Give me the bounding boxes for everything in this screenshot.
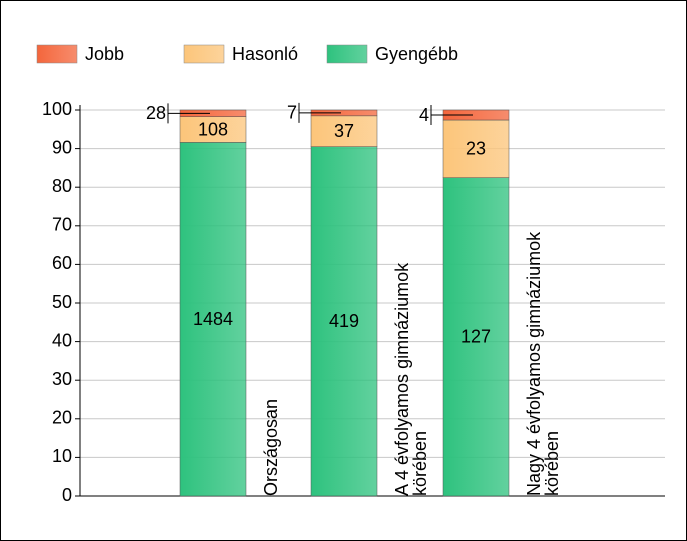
y-tick-label: 30 bbox=[52, 369, 72, 389]
y-tick-label: 60 bbox=[52, 253, 72, 273]
value-label: 23 bbox=[466, 139, 486, 159]
legend-label: Jobb bbox=[85, 44, 124, 64]
legend-label: Hasonló bbox=[232, 44, 298, 64]
bar-segment bbox=[179, 142, 247, 497]
bar-segment bbox=[442, 177, 510, 497]
value-label: 4 bbox=[419, 105, 429, 125]
y-tick-label: 0 bbox=[62, 485, 72, 505]
y-tick-label: 20 bbox=[52, 408, 72, 428]
y-tick-label: 50 bbox=[52, 292, 72, 312]
y-tick-label: 40 bbox=[52, 330, 72, 350]
value-label: 419 bbox=[329, 311, 359, 331]
legend-label: Gyengébb bbox=[375, 44, 458, 64]
value-label: 7 bbox=[287, 103, 297, 123]
x-tick-label: Országosan bbox=[261, 398, 281, 496]
x-tick-label: A 4 évfolyamos gimnáziumok körében bbox=[392, 262, 430, 496]
legend-swatch bbox=[36, 44, 78, 64]
y-tick-label: 80 bbox=[52, 176, 72, 196]
value-label: 28 bbox=[146, 103, 166, 123]
y-tick-label: 90 bbox=[52, 137, 72, 157]
y-tick-label: 70 bbox=[52, 215, 72, 235]
legend-swatch bbox=[326, 44, 368, 64]
bar-segment bbox=[442, 119, 510, 178]
y-tick-label: 100 bbox=[42, 99, 72, 119]
value-label: 108 bbox=[198, 119, 228, 139]
value-label: 127 bbox=[461, 327, 491, 347]
x-tick-label: Nagy 4 évfolyamos gimnáziumok körében bbox=[524, 231, 562, 496]
value-label: 1484 bbox=[193, 309, 233, 329]
legend-swatch bbox=[183, 44, 225, 64]
bar-segment bbox=[310, 146, 378, 497]
y-tick-label: 10 bbox=[52, 446, 72, 466]
value-label: 37 bbox=[334, 121, 354, 141]
bar-segment bbox=[310, 115, 378, 147]
